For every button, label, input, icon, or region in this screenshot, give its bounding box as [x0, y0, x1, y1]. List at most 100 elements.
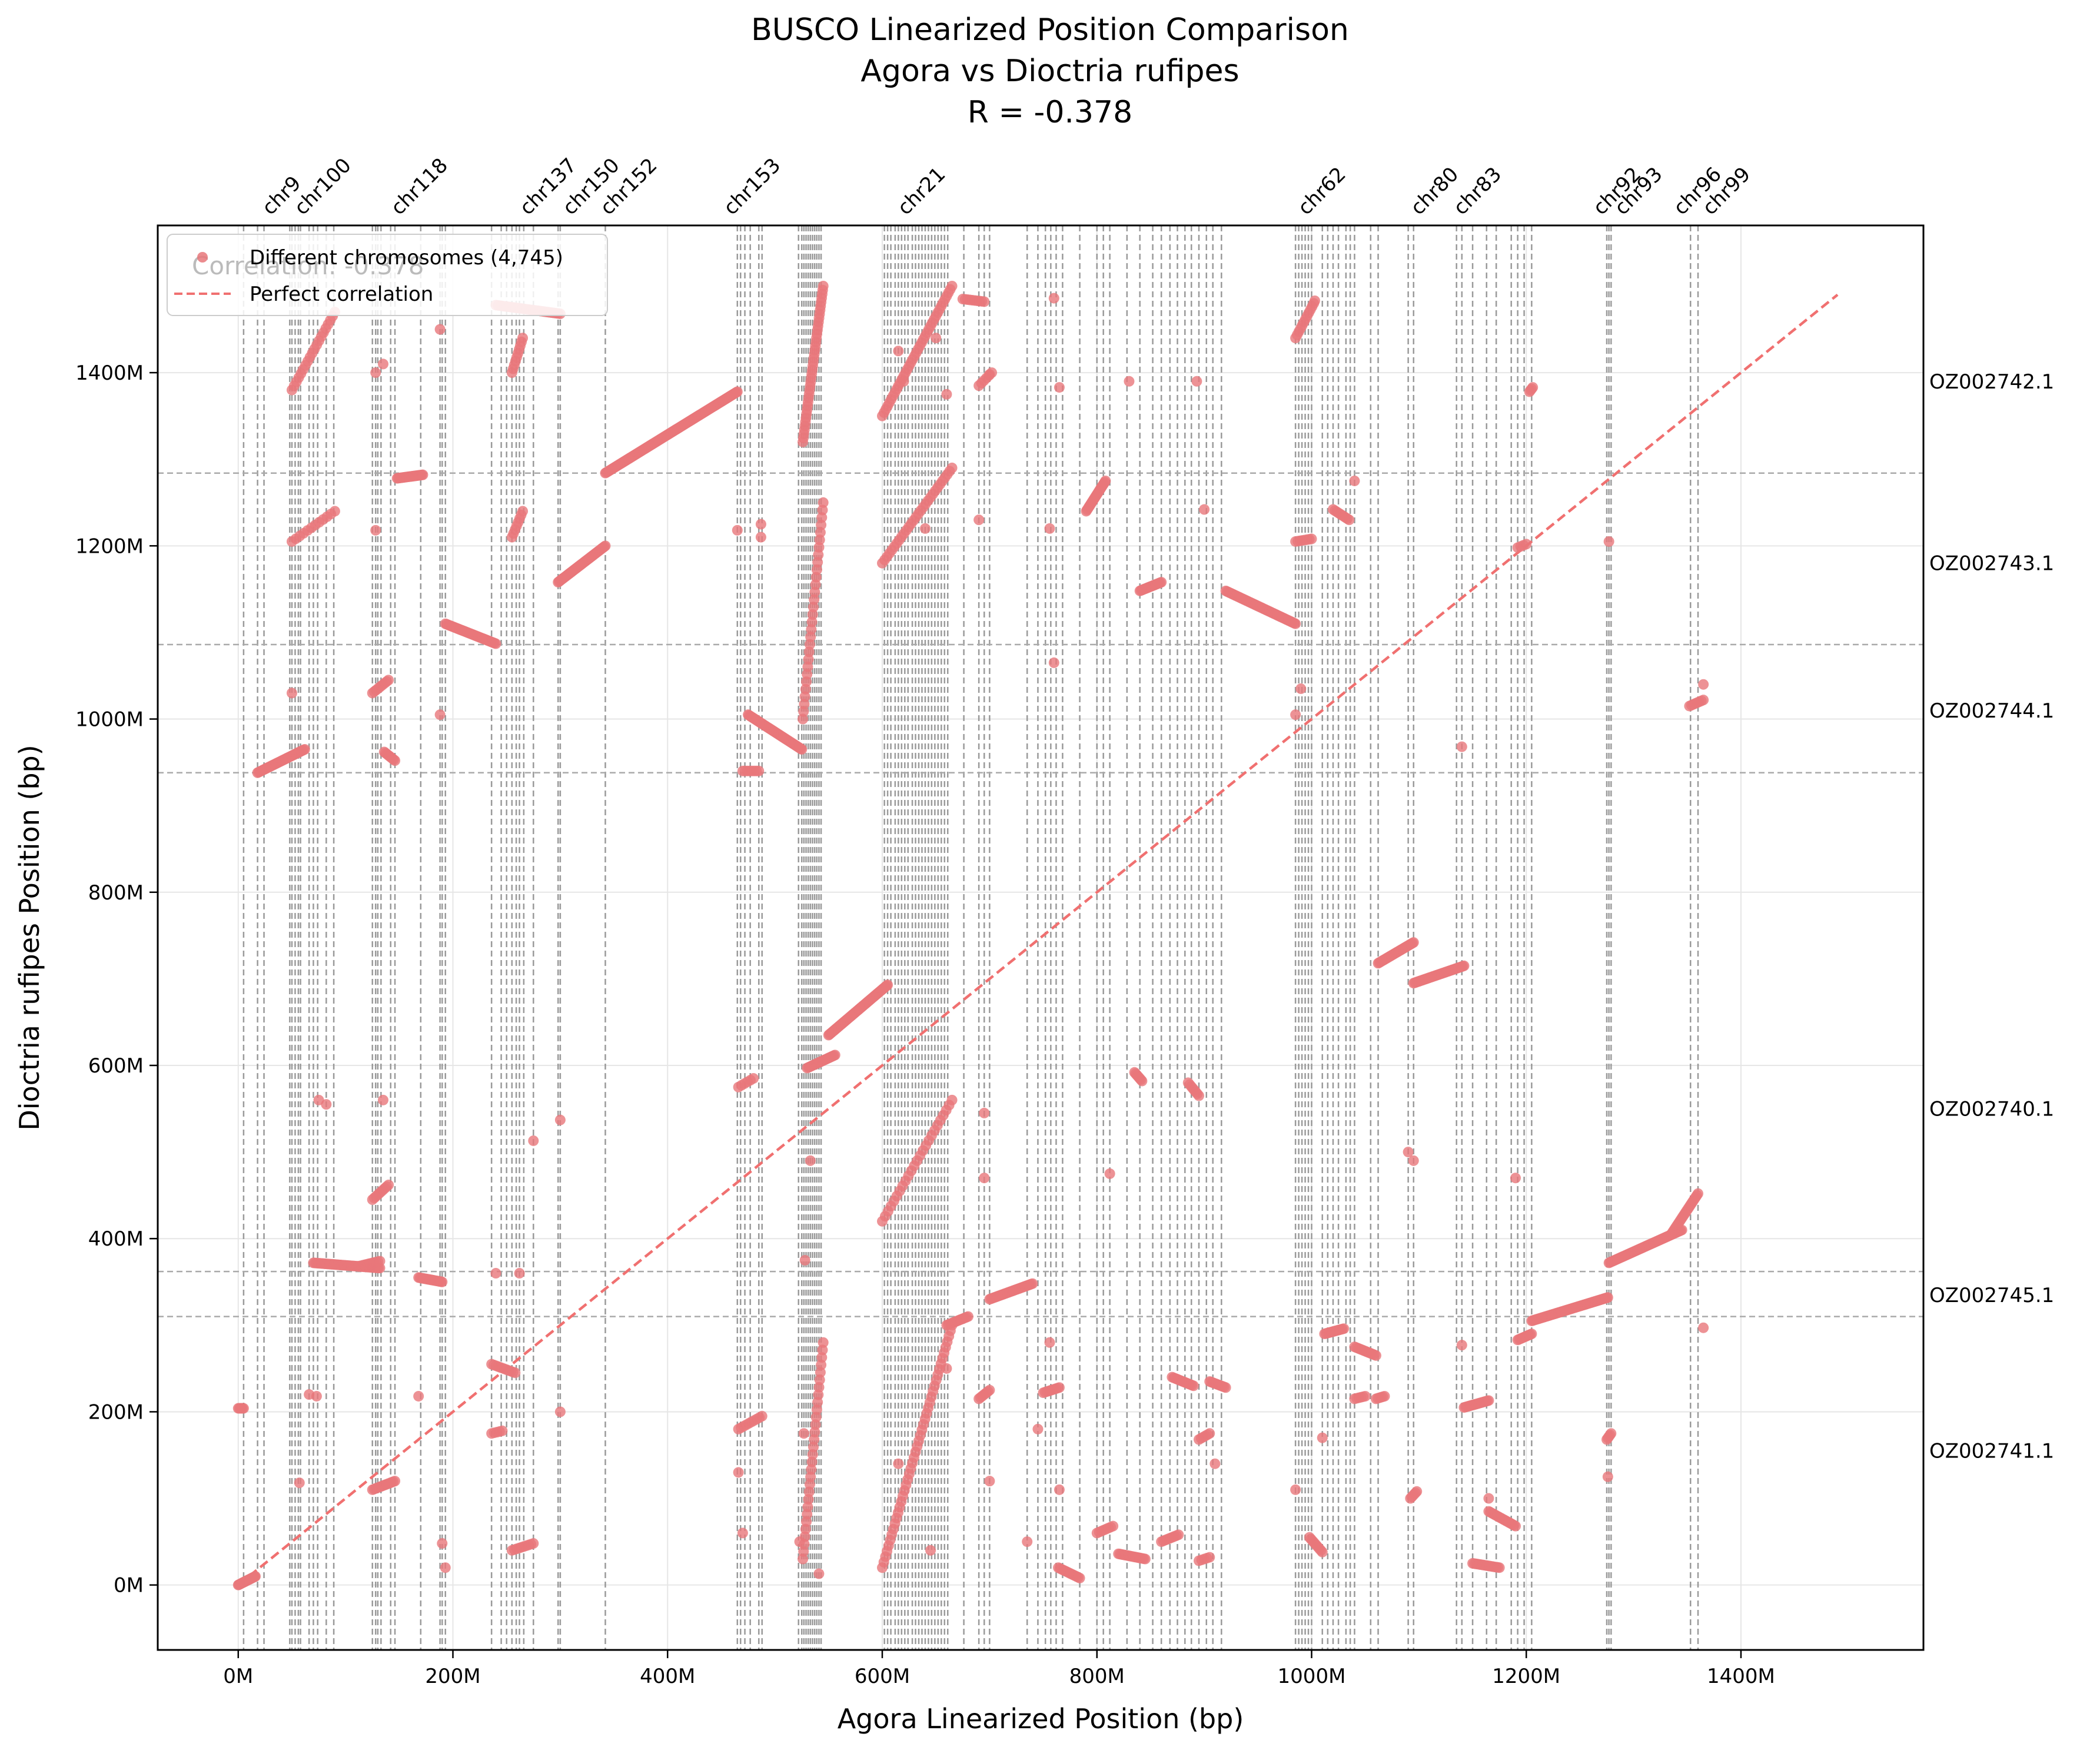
data-point [984, 369, 995, 380]
data-point [882, 979, 893, 991]
axis-ticks: 0M 200M 400M 600M 800M 1000M 1200M 1400M 0M 200M 4… [75, 361, 1775, 1688]
x-tick-label: 1400M [1707, 1665, 1775, 1688]
data-point [517, 333, 529, 344]
data-point [1494, 1562, 1505, 1573]
data-point [813, 1568, 825, 1579]
data-point [1698, 1322, 1709, 1333]
data-point [1290, 1484, 1301, 1495]
legend-label-diagonal: Perfect correlation [250, 283, 433, 306]
legend-marker-points [197, 252, 208, 263]
data-point [434, 324, 446, 335]
x-tick-label: 800M [1069, 1665, 1125, 1688]
data-point [1137, 1075, 1148, 1087]
data-point [600, 540, 611, 552]
data-point [1317, 1546, 1328, 1558]
x-tick-label: 400M [640, 1665, 695, 1688]
data-point [1458, 960, 1470, 971]
data-point [818, 497, 829, 508]
data-point [1290, 709, 1301, 720]
data-point [1022, 1536, 1033, 1548]
data-point [294, 1477, 305, 1489]
data-point [805, 1155, 816, 1166]
data-point [1349, 475, 1360, 486]
data-point [1156, 577, 1167, 588]
data-point [1188, 1380, 1199, 1392]
data-point [390, 755, 401, 766]
data-point [919, 523, 931, 534]
data-point [417, 469, 428, 480]
y-tick-label: 200M [88, 1400, 144, 1424]
data-point [299, 744, 310, 755]
data-point [1510, 1520, 1521, 1532]
data-point [931, 333, 942, 344]
data-point [1124, 376, 1135, 387]
data-point [796, 744, 808, 755]
data-point [374, 1256, 386, 1267]
data-point [1403, 1147, 1414, 1158]
data-point [390, 1476, 401, 1487]
y-chromosome-label: OZ002740.1 [1929, 1098, 2054, 1121]
data-point [1139, 1553, 1151, 1565]
data-point [1048, 657, 1059, 668]
data-point [946, 462, 958, 473]
data-point [1603, 536, 1614, 547]
data-point [311, 1390, 322, 1402]
data-point [798, 1428, 809, 1439]
data-point [732, 524, 743, 536]
data-point [1360, 1390, 1371, 1402]
data-point [440, 1562, 451, 1573]
chromosome-boundaries [158, 225, 1923, 1650]
data-point [799, 1254, 810, 1266]
data-point [383, 1180, 394, 1191]
data-point [1693, 1188, 1704, 1199]
data-point [437, 1538, 448, 1549]
data-point [753, 765, 765, 776]
data-point [941, 1363, 952, 1374]
data-point [1606, 1428, 1617, 1439]
data-point [737, 1527, 748, 1539]
data-point [1698, 695, 1709, 706]
data-point [554, 1406, 566, 1417]
data-point [732, 386, 743, 397]
data-point [370, 524, 381, 536]
data-point [321, 1099, 332, 1110]
data-point [1204, 1552, 1215, 1563]
y-chromosome-label: OZ002741.1 [1929, 1440, 2054, 1463]
data-point [1191, 376, 1202, 387]
data-point [1108, 1520, 1119, 1532]
data-point [1044, 523, 1055, 534]
data-point [1220, 1382, 1231, 1393]
data-point [1210, 1458, 1221, 1469]
data-point [1193, 1090, 1204, 1101]
data-point [1408, 1155, 1419, 1166]
chart-correlation-title: R = -0.378 [968, 95, 1132, 130]
data-point [1379, 1390, 1390, 1402]
data-point [946, 1320, 958, 1331]
data-point [238, 1403, 249, 1414]
data-point [1521, 539, 1532, 550]
data-point [1483, 1493, 1494, 1504]
data-point [1483, 1395, 1494, 1406]
data-point [979, 296, 990, 307]
data-point [370, 367, 381, 378]
data-point [286, 688, 297, 699]
data-point [377, 358, 388, 370]
data-point [1456, 741, 1467, 752]
y-chromosome-label: OZ002745.1 [1929, 1284, 2054, 1307]
data-point [437, 1276, 448, 1287]
data-point [1027, 1278, 1038, 1289]
data-point [1456, 1340, 1467, 1351]
data-point [893, 1458, 904, 1469]
scatter-points [232, 280, 1709, 1590]
data-point [946, 1094, 958, 1105]
data-point [517, 506, 529, 517]
data-point [748, 1073, 759, 1084]
y-tick-label: 1200M [75, 534, 144, 558]
data-point [497, 1425, 508, 1436]
data-point [1044, 1337, 1055, 1348]
x-axis-label: Agora Linearized Position (bp) [838, 1703, 1244, 1735]
y-tick-label: 0M [114, 1574, 144, 1598]
y-tick-label: 800M [88, 881, 144, 905]
x-tick-label: 1000M [1278, 1665, 1346, 1688]
